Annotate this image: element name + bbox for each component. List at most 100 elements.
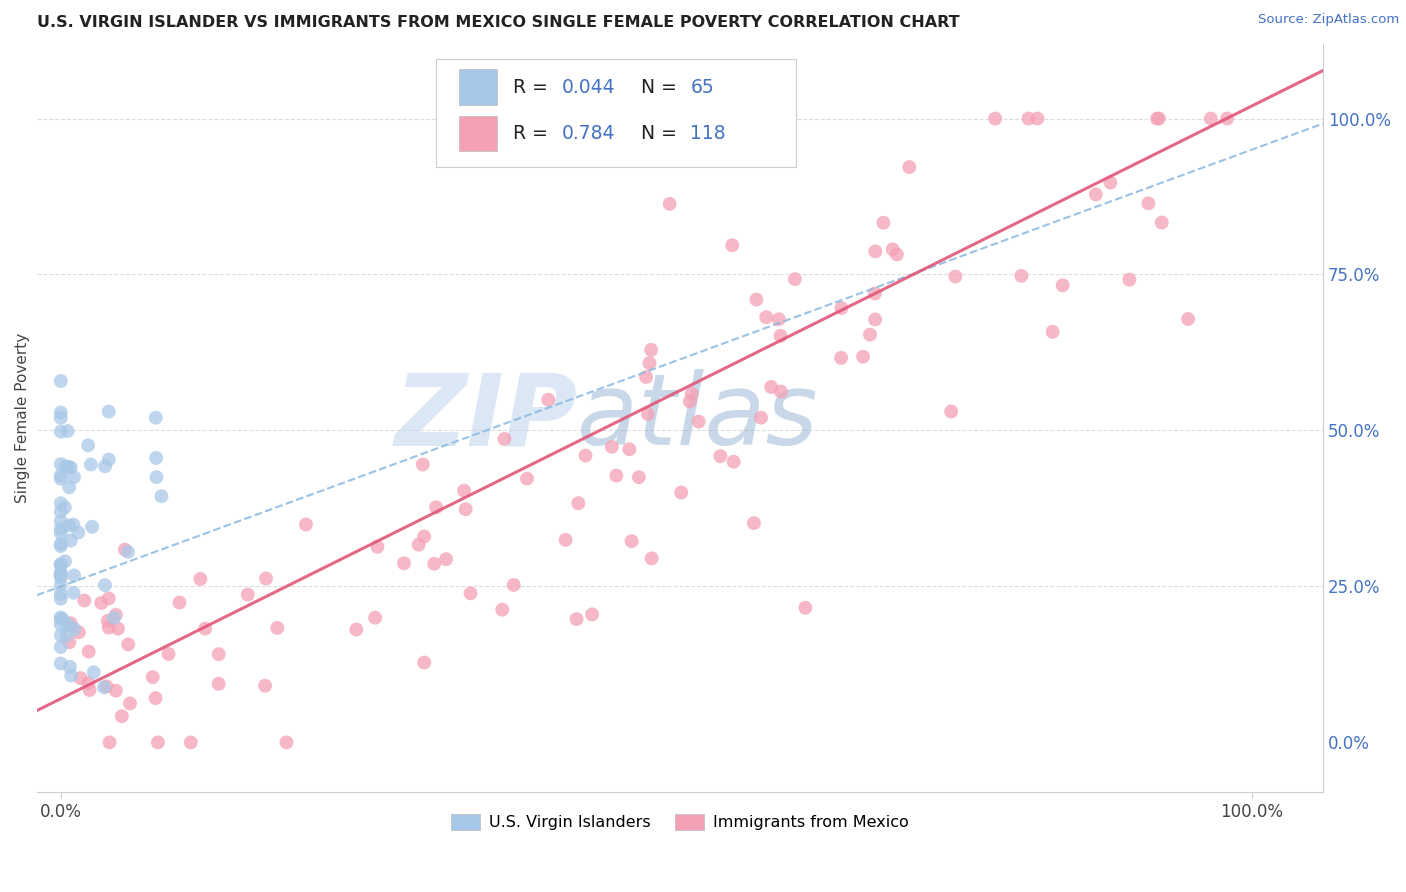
Point: [1199, 112, 1222, 126]
Point: [62, 586, 84, 600]
Point: [49, 591, 72, 606]
Point: [59, 660, 82, 674]
Point: [58, 618, 80, 632]
Point: [565, 612, 588, 626]
Point: [49, 617, 72, 632]
Text: 0.044: 0.044: [562, 78, 616, 96]
Point: [1017, 112, 1039, 126]
Point: [63, 470, 86, 484]
Text: N =: N =: [641, 78, 683, 96]
Point: [188, 572, 211, 586]
Point: [58, 635, 80, 649]
Point: [49, 558, 72, 572]
Point: [104, 683, 127, 698]
Point: [1010, 268, 1032, 283]
Point: [769, 384, 792, 399]
Point: [872, 216, 894, 230]
Point: [709, 449, 731, 463]
Point: [111, 709, 134, 723]
Point: [636, 370, 658, 384]
Point: [852, 350, 875, 364]
Point: [142, 670, 165, 684]
FancyBboxPatch shape: [436, 59, 796, 167]
Point: [567, 496, 589, 510]
Point: [941, 404, 963, 418]
Point: [266, 621, 288, 635]
Point: [59, 616, 82, 631]
Point: [516, 472, 538, 486]
Point: [620, 534, 643, 549]
Y-axis label: Single Female Poverty: Single Female Poverty: [15, 333, 30, 503]
Point: [619, 442, 641, 457]
Point: [55, 629, 77, 643]
Point: [83, 665, 105, 680]
Point: [49, 526, 72, 541]
Point: [830, 301, 852, 315]
Point: [104, 607, 127, 622]
Point: [145, 470, 167, 484]
Point: [749, 410, 772, 425]
Point: [1216, 112, 1239, 126]
Point: [118, 697, 141, 711]
Point: [80, 458, 103, 472]
Point: [49, 374, 72, 388]
Point: [97, 404, 120, 418]
Point: [103, 611, 125, 625]
Point: [59, 533, 82, 548]
Point: [117, 545, 139, 559]
Point: [67, 525, 90, 540]
Point: [49, 612, 72, 626]
Point: [58, 518, 80, 533]
Point: [94, 578, 117, 592]
Point: [53, 554, 76, 568]
Point: [169, 596, 191, 610]
Point: [688, 415, 710, 429]
Point: [49, 496, 72, 510]
Point: [863, 312, 886, 326]
Point: [145, 410, 167, 425]
Point: [55, 459, 77, 474]
Point: [454, 502, 477, 516]
Point: [49, 567, 72, 582]
Point: [49, 566, 72, 580]
Point: [49, 472, 72, 486]
Point: [63, 568, 86, 582]
Point: [79, 683, 101, 698]
Point: [62, 517, 84, 532]
Point: [114, 542, 136, 557]
Text: R =: R =: [513, 124, 554, 143]
Point: [146, 735, 169, 749]
Point: [97, 591, 120, 606]
Text: N =: N =: [641, 124, 683, 143]
Point: [49, 628, 72, 642]
Point: [77, 644, 100, 658]
Point: [769, 329, 792, 343]
Point: [157, 647, 180, 661]
Text: 65: 65: [690, 78, 714, 96]
Point: [882, 243, 904, 257]
Point: [53, 500, 76, 515]
Point: [637, 407, 659, 421]
Point: [56, 424, 79, 438]
Point: [194, 622, 217, 636]
Point: [145, 691, 167, 706]
Point: [67, 625, 90, 640]
Point: [658, 197, 681, 211]
Point: [453, 483, 475, 498]
Point: [60, 668, 83, 682]
Point: [94, 459, 117, 474]
Point: [364, 611, 387, 625]
Point: [412, 458, 434, 472]
Point: [1177, 312, 1199, 326]
Point: [49, 587, 72, 601]
Point: [49, 558, 72, 572]
Point: [671, 485, 693, 500]
Point: [97, 614, 120, 628]
Point: [886, 247, 908, 261]
Point: [1150, 216, 1173, 230]
Point: [73, 593, 96, 607]
Point: [59, 460, 82, 475]
Point: [863, 286, 886, 301]
Point: [58, 480, 80, 494]
Point: [77, 676, 100, 690]
